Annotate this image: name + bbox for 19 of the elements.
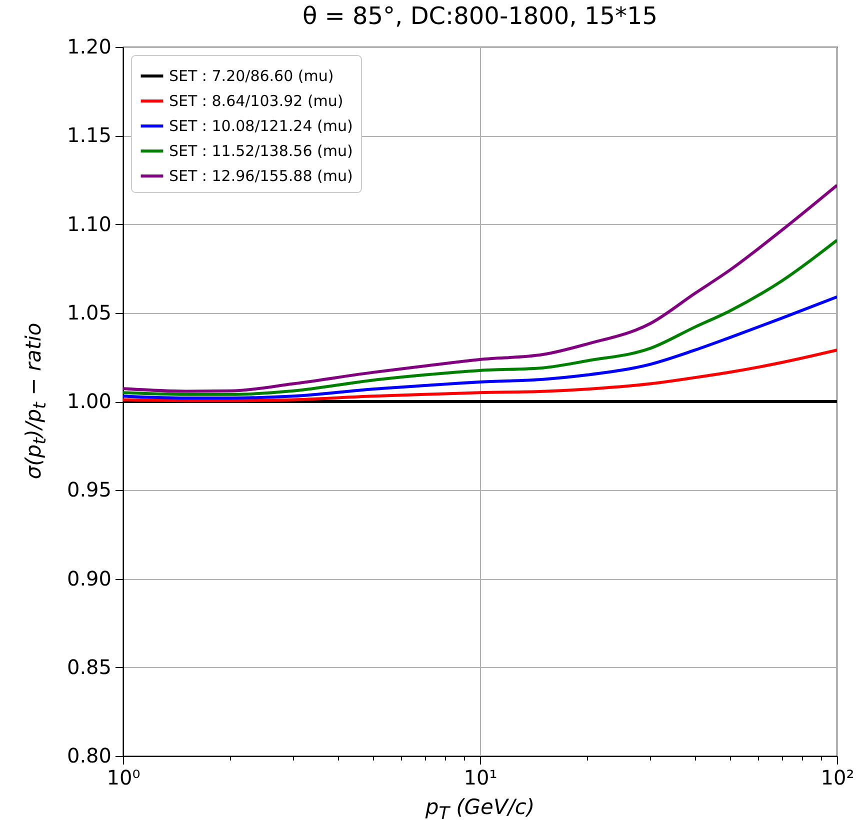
y-tick-label: 1.20	[66, 34, 112, 58]
legend-label: SET : 7.20/86.60 (mu)	[169, 67, 334, 85]
legend-label: SET : 11.52/138.56 (mu)	[169, 142, 353, 160]
legend-label: SET : 10.08/121.24 (mu)	[169, 117, 353, 135]
chart-title: θ = 85°, DC:800-1800, 15*15	[302, 2, 658, 30]
y-tick-label: 1.05	[66, 300, 112, 324]
x-axis-title: p$_{T}$ (GeV/c)	[425, 795, 535, 824]
x-tick-label: 10⁰	[106, 766, 140, 790]
y-tick-label: 0.95	[66, 478, 112, 502]
y-tick-label: 1.15	[66, 123, 112, 148]
y-tick-label: 0.85	[66, 654, 112, 679]
x-tick-label: 10¹	[464, 766, 498, 790]
y-tick-label: 1.10	[66, 212, 112, 236]
x-tick-label: 10²	[820, 766, 854, 790]
y-tick-label: 1.00	[66, 389, 112, 413]
legend-label: SET : 12.96/155.88 (mu)	[169, 167, 353, 185]
y-tick-label: 0.90	[66, 566, 112, 590]
y-tick-label: 0.80	[66, 744, 112, 768]
legend-label: SET : 8.64/103.92 (mu)	[169, 92, 344, 110]
